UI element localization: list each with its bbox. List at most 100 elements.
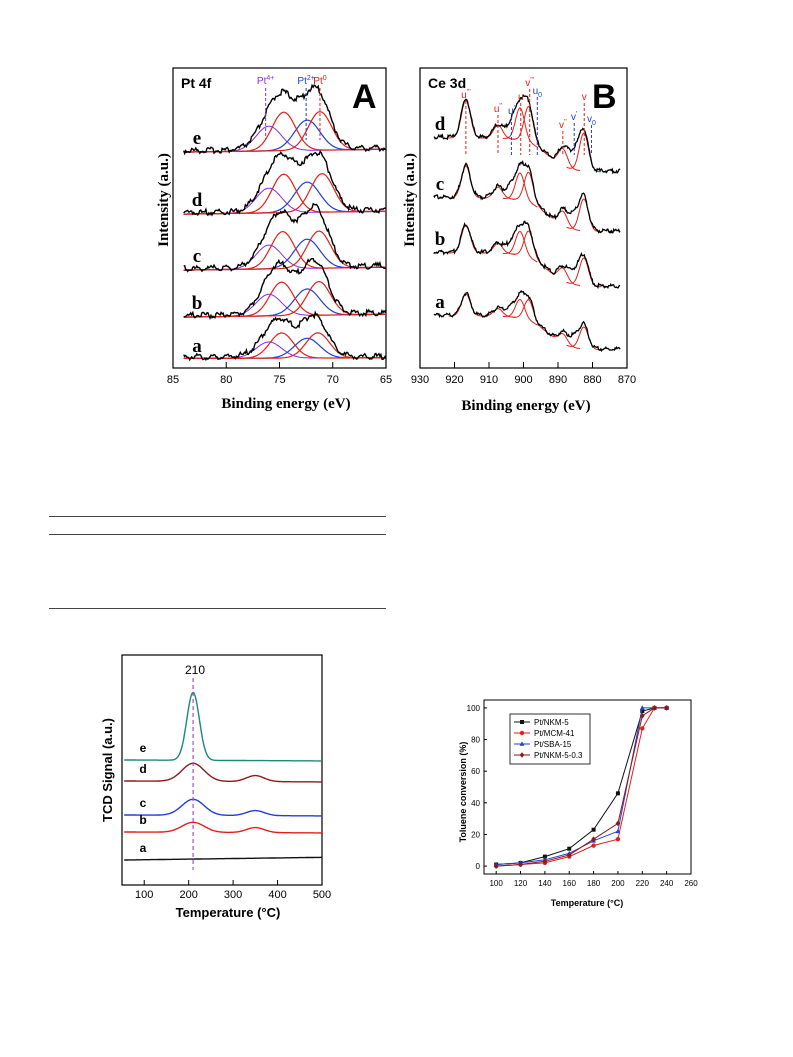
x-tick-label: 900 bbox=[514, 374, 532, 386]
legend-label: Pt/NKM-5 bbox=[534, 718, 569, 727]
x-tick-label: 100 bbox=[489, 879, 503, 888]
spectrum-line bbox=[433, 220, 621, 290]
x-axis-label: Binding energy (eV) bbox=[461, 398, 590, 414]
tpd-curve bbox=[124, 856, 322, 861]
peak-label: u' bbox=[508, 105, 515, 117]
spectrum-line bbox=[433, 159, 621, 235]
spectrum-line bbox=[433, 289, 621, 353]
data-point bbox=[615, 837, 621, 842]
tpd-curve bbox=[124, 821, 322, 834]
curve-label: c bbox=[436, 174, 444, 195]
x-tick-label: 75 bbox=[273, 374, 285, 386]
fit-component bbox=[566, 326, 602, 351]
fit-component bbox=[502, 298, 538, 326]
data-point bbox=[591, 827, 596, 832]
curve-label: d bbox=[139, 762, 146, 776]
x-tick-label: 300 bbox=[224, 889, 242, 901]
x-tick-label: 80 bbox=[220, 374, 232, 386]
legend-label: Pt/NKM-5-0.3 bbox=[534, 751, 583, 760]
curve-label: c bbox=[140, 796, 147, 810]
curve-label: c bbox=[193, 246, 201, 267]
data-point bbox=[493, 863, 499, 869]
data-point bbox=[615, 820, 621, 827]
curve-label: a bbox=[140, 841, 147, 855]
peak-label: v' bbox=[571, 111, 577, 123]
x-tick-label: 160 bbox=[563, 879, 577, 888]
legend-label: Pt/MCM-41 bbox=[534, 729, 575, 738]
tpd-curve bbox=[124, 798, 322, 817]
y-tick-label: 60 bbox=[471, 767, 480, 776]
y-axis-label: Toluene conversion (%) bbox=[458, 742, 468, 843]
curve-label: a bbox=[192, 336, 202, 357]
data-point bbox=[518, 861, 523, 868]
fit-component bbox=[511, 299, 547, 332]
x-tick-label: 100 bbox=[135, 889, 153, 901]
data-point bbox=[640, 726, 645, 731]
data-point bbox=[639, 713, 645, 719]
legend-marker bbox=[520, 720, 524, 724]
x-tick-label: 240 bbox=[660, 879, 674, 888]
x-tick-label: 260 bbox=[684, 879, 698, 888]
legend-marker bbox=[519, 752, 525, 758]
y-tick-label: 80 bbox=[471, 736, 480, 745]
fit-component bbox=[502, 107, 538, 148]
x-tick-label: 200 bbox=[611, 879, 625, 888]
fit-component bbox=[502, 172, 538, 208]
fit-component bbox=[502, 230, 538, 263]
x-tick-label: 930 bbox=[411, 374, 429, 386]
x-tick-label: 200 bbox=[179, 889, 197, 901]
tpd-curve bbox=[124, 691, 322, 762]
peak-label: v0 bbox=[587, 114, 596, 127]
y-axis-label: Intensity (a.u.) bbox=[156, 153, 172, 247]
y-tick-label: 40 bbox=[471, 799, 480, 808]
x-tick-label: 880 bbox=[583, 374, 601, 386]
curve-label: e bbox=[193, 128, 201, 149]
fit-component bbox=[480, 186, 516, 200]
y-axis-label: Intensity (a.u.) bbox=[402, 153, 418, 247]
data-point bbox=[652, 705, 657, 711]
peak-label: u0 bbox=[533, 86, 543, 99]
fit-component bbox=[566, 198, 602, 233]
y-tick-label: 0 bbox=[476, 862, 481, 871]
data-point bbox=[566, 852, 572, 858]
fit-component bbox=[545, 210, 581, 232]
table-rule-mid bbox=[49, 534, 386, 535]
data-point bbox=[639, 705, 645, 710]
x-tick-label: 85 bbox=[167, 374, 179, 386]
data-point bbox=[640, 709, 645, 714]
x-tick-label: 120 bbox=[514, 879, 528, 888]
legend-box bbox=[509, 713, 591, 765]
peak-label: u'' bbox=[494, 103, 502, 115]
x-axis-label: Temperature (°C) bbox=[176, 905, 281, 920]
data-point bbox=[542, 858, 548, 865]
peak-label: v''' bbox=[525, 77, 534, 89]
x-tick-label: 220 bbox=[636, 879, 650, 888]
y-tick-label: 20 bbox=[471, 830, 480, 839]
panel-label: B bbox=[592, 78, 617, 116]
x-tick-label: 500 bbox=[313, 889, 331, 901]
x-tick-label: 890 bbox=[549, 374, 567, 386]
element-label: Pt 4f bbox=[181, 75, 212, 91]
x-tick-label: 400 bbox=[268, 889, 286, 901]
x-tick-label: 920 bbox=[445, 374, 463, 386]
spectrum-line bbox=[183, 310, 387, 362]
fit-component bbox=[511, 171, 547, 214]
spectrum-line bbox=[183, 149, 387, 217]
x-axis-label: Binding energy (eV) bbox=[221, 396, 350, 412]
data-point bbox=[591, 836, 596, 842]
table-rule-top bbox=[49, 516, 386, 517]
spectrum-line bbox=[183, 202, 387, 273]
plot-frame bbox=[483, 699, 692, 875]
curve-label: b bbox=[435, 229, 446, 250]
tpd-curve bbox=[124, 762, 322, 783]
legend-label: Pt/SBA-15 bbox=[534, 740, 572, 749]
peak-label: u bbox=[518, 92, 524, 103]
spectrum-line bbox=[183, 83, 387, 156]
peak-label: u''' bbox=[461, 89, 471, 101]
curve-label: b bbox=[192, 293, 203, 314]
x-tick-label: 70 bbox=[327, 374, 339, 386]
